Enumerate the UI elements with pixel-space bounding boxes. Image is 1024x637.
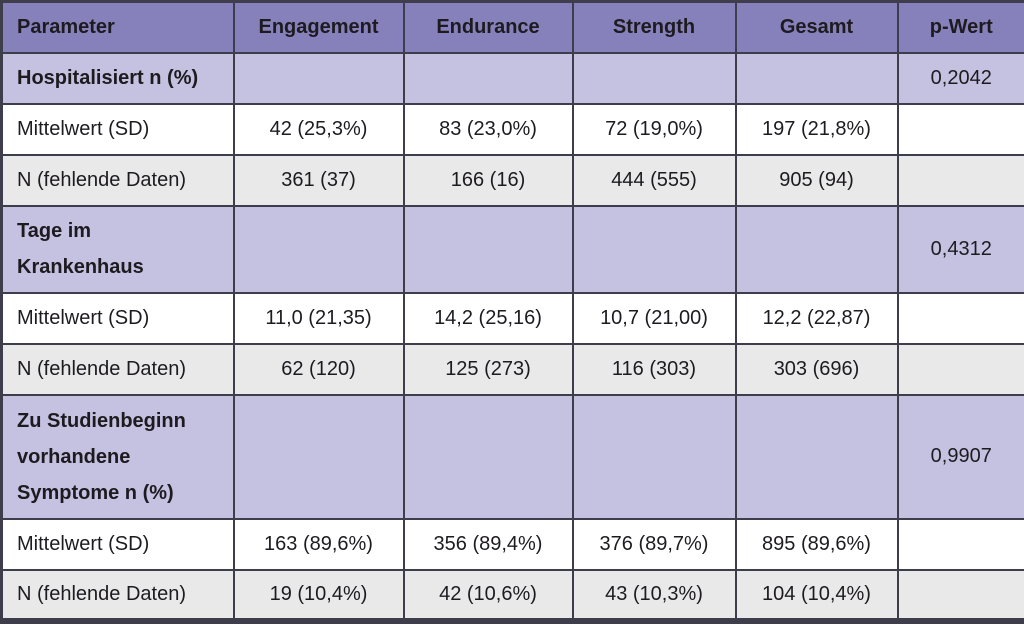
value-cell: 14,2 (25,16) (402, 291, 574, 345)
value-cell: 72 (19,0%) (571, 102, 737, 156)
section-row-tage-im-krankenhaus: Tage im Krankenhaus 0,4312 (0, 204, 1024, 294)
empty-cell (232, 51, 405, 105)
value-cell: 43 (10,3%) (571, 568, 737, 622)
value-cell: 62 (120) (232, 342, 405, 396)
section-title: Tage im Krankenhaus (0, 204, 235, 294)
empty-cell (571, 393, 737, 520)
results-table: Parameter Engagement Endurance Strength … (0, 0, 1024, 624)
empty-cell (896, 517, 1024, 571)
value-cell: 163 (89,6%) (232, 517, 405, 571)
p-value-cell: 0,9907 (896, 393, 1024, 520)
header-row: Parameter Engagement Endurance Strength … (0, 0, 1024, 54)
section-title: Zu Studienbeginn vorhandene Symptome n (… (0, 393, 235, 520)
empty-cell (232, 204, 405, 294)
value-cell: 376 (89,7%) (571, 517, 737, 571)
table-row: N (fehlende Daten) 19 (10,4%) 42 (10,6%)… (0, 568, 1024, 622)
value-cell: 104 (10,4%) (734, 568, 899, 622)
empty-cell (896, 342, 1024, 396)
column-header-engagement: Engagement (232, 0, 405, 54)
value-cell: 197 (21,8%) (734, 102, 899, 156)
empty-cell (571, 51, 737, 105)
value-cell: 12,2 (22,87) (734, 291, 899, 345)
value-cell: 42 (25,3%) (232, 102, 405, 156)
value-cell: 19 (10,4%) (232, 568, 405, 622)
section-row-symptome: Zu Studienbeginn vorhandene Symptome n (… (0, 393, 1024, 520)
value-cell: 116 (303) (571, 342, 737, 396)
table-row: Mittelwert (SD) 11,0 (21,35) 14,2 (25,16… (0, 291, 1024, 345)
empty-cell (896, 568, 1024, 622)
empty-cell (896, 153, 1024, 207)
table-row: N (fehlende Daten) 361 (37) 166 (16) 444… (0, 153, 1024, 207)
value-cell: 166 (16) (402, 153, 574, 207)
value-cell: 303 (696) (734, 342, 899, 396)
row-label: N (fehlende Daten) (0, 568, 235, 622)
value-cell: 10,7 (21,00) (571, 291, 737, 345)
column-header-strength: Strength (571, 0, 737, 54)
value-cell: 895 (89,6%) (734, 517, 899, 571)
empty-cell (896, 291, 1024, 345)
empty-cell (402, 51, 574, 105)
value-cell: 42 (10,6%) (402, 568, 574, 622)
empty-cell (896, 102, 1024, 156)
section-title: Hospitalisiert n (%) (0, 51, 235, 105)
p-value-cell: 0,2042 (896, 51, 1024, 105)
row-label: Mittelwert (SD) (0, 102, 235, 156)
value-cell: 356 (89,4%) (402, 517, 574, 571)
empty-cell (734, 51, 899, 105)
value-cell: 125 (273) (402, 342, 574, 396)
row-label: N (fehlende Daten) (0, 342, 235, 396)
empty-cell (571, 204, 737, 294)
empty-cell (734, 393, 899, 520)
p-value-cell: 0,4312 (896, 204, 1024, 294)
value-cell: 444 (555) (571, 153, 737, 207)
value-cell: 11,0 (21,35) (232, 291, 405, 345)
value-cell: 83 (23,0%) (402, 102, 574, 156)
table-row: N (fehlende Daten) 62 (120) 125 (273) 11… (0, 342, 1024, 396)
column-header-gesamt: Gesamt (734, 0, 899, 54)
empty-cell (402, 204, 574, 294)
row-label: N (fehlende Daten) (0, 153, 235, 207)
column-header-parameter: Parameter (0, 0, 235, 54)
empty-cell (232, 393, 405, 520)
column-header-p-wert: p-Wert (896, 0, 1024, 54)
row-label: Mittelwert (SD) (0, 517, 235, 571)
value-cell: 361 (37) (232, 153, 405, 207)
empty-cell (734, 204, 899, 294)
value-cell: 905 (94) (734, 153, 899, 207)
row-label: Mittelwert (SD) (0, 291, 235, 345)
table-row: Mittelwert (SD) 42 (25,3%) 83 (23,0%) 72… (0, 102, 1024, 156)
empty-cell (402, 393, 574, 520)
column-header-endurance: Endurance (402, 0, 574, 54)
section-row-hospitalisiert: Hospitalisiert n (%) 0,2042 (0, 51, 1024, 105)
table-row: Mittelwert (SD) 163 (89,6%) 356 (89,4%) … (0, 517, 1024, 571)
